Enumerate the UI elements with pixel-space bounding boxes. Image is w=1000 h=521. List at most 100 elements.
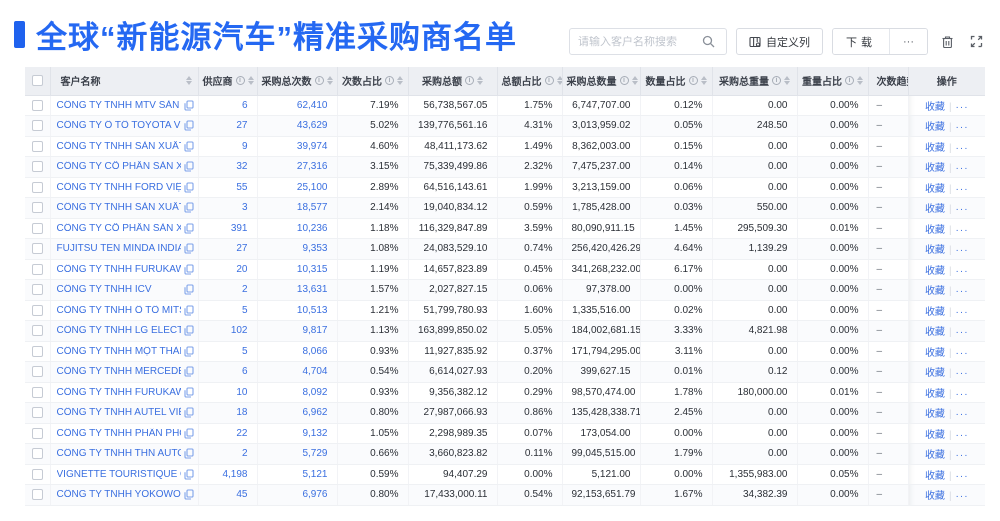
- copy-icon[interactable]: [183, 100, 194, 111]
- supplier-count-link[interactable]: 2: [198, 443, 258, 465]
- sort-icon[interactable]: [556, 76, 561, 86]
- row-checkbox[interactable]: [31, 448, 43, 460]
- copy-icon[interactable]: [183, 305, 194, 316]
- supplier-count-link[interactable]: 27: [198, 115, 258, 137]
- supplier-count-link[interactable]: 6: [198, 95, 258, 116]
- row-more-button[interactable]: ···: [955, 450, 969, 462]
- favorite-button[interactable]: 收藏: [924, 163, 945, 175]
- customer-name-link[interactable]: CÔNG TY Ô TÔ TOYOTA VIỆT ...: [56, 120, 181, 132]
- customize-columns-button[interactable]: 自定义列: [736, 28, 823, 55]
- supplier-count-link[interactable]: 22: [198, 423, 258, 444]
- customer-name-link[interactable]: CÔNG TY TNHH AUTEL VIỆT N...: [56, 407, 181, 419]
- copy-icon[interactable]: [183, 366, 194, 377]
- select-all-checkbox[interactable]: [31, 75, 43, 87]
- favorite-button[interactable]: 收藏: [924, 368, 945, 380]
- purchase-times-link[interactable]: 6,976: [257, 484, 338, 506]
- row-checkbox[interactable]: [31, 427, 43, 439]
- customer-name-link[interactable]: CÔNG TY TNHH SẢN XUẤT VÀ ...: [56, 202, 181, 214]
- row-checkbox[interactable]: [31, 366, 43, 378]
- purchase-times-link[interactable]: 10,315: [257, 259, 338, 280]
- supplier-count-link[interactable]: 5: [198, 341, 258, 362]
- supplier-count-link[interactable]: 2: [198, 279, 258, 301]
- purchase-times-link[interactable]: 6,962: [257, 402, 338, 424]
- favorite-button[interactable]: 收藏: [924, 265, 945, 277]
- purchase-times-link[interactable]: 18,577: [257, 197, 338, 219]
- row-checkbox[interactable]: [31, 489, 43, 501]
- copy-icon[interactable]: [183, 120, 194, 131]
- row-checkbox[interactable]: [31, 468, 43, 480]
- row-more-button[interactable]: ···: [955, 183, 969, 195]
- favorite-button[interactable]: 收藏: [924, 286, 945, 298]
- row-checkbox[interactable]: [31, 120, 43, 132]
- purchase-times-link[interactable]: 27,316: [257, 156, 338, 178]
- row-checkbox[interactable]: [31, 243, 43, 255]
- row-checkbox[interactable]: [31, 161, 43, 173]
- supplier-count-link[interactable]: 32: [198, 156, 258, 178]
- copy-icon[interactable]: [183, 141, 194, 152]
- purchase-times-link[interactable]: 13,631: [257, 279, 338, 301]
- sort-icon[interactable]: [477, 76, 483, 86]
- supplier-count-link[interactable]: 5: [198, 300, 258, 321]
- row-more-button[interactable]: ···: [955, 368, 969, 380]
- customer-name-link[interactable]: CÔNG TY TNHH Ô TÔ MITSUBI...: [56, 304, 181, 316]
- sort-icon[interactable]: [857, 76, 863, 86]
- purchase-times-link[interactable]: 25,100: [257, 177, 338, 198]
- customer-name-link[interactable]: CÔNG TY TNHH PHÂN PHỐI T...: [56, 427, 181, 439]
- trash-icon[interactable]: [937, 32, 957, 52]
- favorite-button[interactable]: 收藏: [924, 204, 945, 216]
- purchase-times-link[interactable]: 43,629: [257, 115, 338, 137]
- customer-name-link[interactable]: CÔNG TY TNHH MỘT THÀNH V...: [56, 345, 181, 357]
- row-more-button[interactable]: ···: [955, 245, 969, 257]
- purchase-times-link[interactable]: 9,132: [257, 423, 338, 444]
- customer-name-link[interactable]: CÔNG TY TNHH FORD VIỆT NAM: [56, 181, 181, 193]
- copy-icon[interactable]: [183, 284, 194, 295]
- purchase-times-link[interactable]: 9,817: [257, 320, 338, 342]
- row-more-button[interactable]: ···: [955, 286, 969, 298]
- purchase-times-link[interactable]: 62,410: [257, 95, 338, 116]
- row-more-button[interactable]: ···: [955, 470, 969, 482]
- customer-name-link[interactable]: CÔNG TY TNHH LG ELECTRON...: [56, 325, 181, 337]
- row-more-button[interactable]: ···: [955, 347, 969, 359]
- favorite-button[interactable]: 收藏: [924, 491, 945, 503]
- favorite-button[interactable]: 收藏: [924, 142, 945, 154]
- row-checkbox[interactable]: [31, 284, 43, 296]
- purchase-times-link[interactable]: 10,236: [257, 218, 338, 239]
- purchase-times-link[interactable]: 9,353: [257, 238, 338, 260]
- row-more-button[interactable]: ···: [955, 409, 969, 421]
- favorite-button[interactable]: 收藏: [924, 409, 945, 421]
- supplier-count-link[interactable]: 4,198: [198, 464, 258, 485]
- row-more-button[interactable]: ···: [955, 429, 969, 441]
- sort-icon[interactable]: [326, 76, 333, 86]
- copy-icon[interactable]: [183, 182, 194, 193]
- purchase-times-link[interactable]: 5,121: [257, 464, 338, 485]
- search-input[interactable]: [578, 35, 698, 48]
- copy-icon[interactable]: [183, 243, 194, 254]
- purchase-times-link[interactable]: 10,513: [257, 300, 338, 321]
- supplier-count-link[interactable]: 55: [198, 177, 258, 198]
- customer-name-link[interactable]: CÔNG TY TNHH FURUKAWA A...: [56, 263, 181, 275]
- row-more-button[interactable]: ···: [955, 306, 969, 318]
- sort-icon[interactable]: [784, 76, 790, 86]
- customer-name-link[interactable]: CÔNG TY TNHH YOKOWO VIỆT...: [56, 489, 181, 501]
- purchase-times-link[interactable]: 5,729: [257, 443, 338, 465]
- supplier-count-link[interactable]: 10: [198, 382, 258, 403]
- download-more-button[interactable]: ···: [889, 29, 927, 54]
- supplier-count-link[interactable]: 27: [198, 238, 258, 260]
- copy-icon[interactable]: [183, 469, 194, 480]
- row-checkbox[interactable]: [31, 140, 43, 152]
- row-checkbox[interactable]: [31, 325, 43, 337]
- supplier-count-link[interactable]: 3: [198, 197, 258, 219]
- supplier-count-link[interactable]: 20: [198, 259, 258, 280]
- copy-icon[interactable]: [183, 346, 194, 357]
- row-more-button[interactable]: ···: [955, 388, 969, 400]
- sort-icon[interactable]: [631, 76, 638, 86]
- row-more-button[interactable]: ···: [955, 204, 969, 216]
- copy-icon[interactable]: [183, 223, 194, 234]
- row-more-button[interactable]: ···: [955, 101, 969, 113]
- copy-icon[interactable]: [183, 325, 194, 336]
- customer-name-link[interactable]: CÔNG TY TNHH THN AUTOPAR...: [56, 448, 181, 460]
- favorite-button[interactable]: 收藏: [924, 122, 945, 134]
- favorite-button[interactable]: 收藏: [924, 183, 945, 195]
- row-checkbox[interactable]: [31, 263, 43, 275]
- supplier-count-link[interactable]: 18: [198, 402, 258, 424]
